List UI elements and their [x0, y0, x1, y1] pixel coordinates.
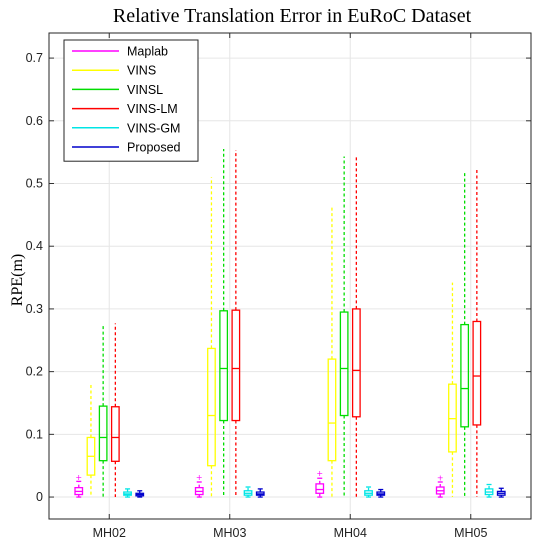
box-proposed-mh03 — [255, 488, 265, 498]
x-tick-label-mh02: MH02 — [93, 526, 126, 540]
y-tick-label: 0.4 — [26, 239, 43, 253]
legend-label-vins-gm: VINS-GM — [127, 121, 180, 135]
box-vinsl-mh03 — [219, 149, 229, 498]
box-vins-lm-mh03 — [231, 150, 241, 498]
y-tick-label: 0.2 — [26, 365, 43, 379]
x-tick-label-mh03: MH03 — [213, 526, 246, 540]
y-tick-label: 0.7 — [26, 51, 43, 65]
legend-label-maplab: Maplab — [127, 45, 168, 59]
plot-area-frame — [48, 32, 532, 520]
box-iqr — [110, 406, 120, 462]
box-vins-mh03 — [207, 177, 216, 498]
y-tick-label: 0.6 — [26, 114, 43, 128]
legend-label-vinsl: VINSL — [127, 83, 163, 97]
box-maplab-mh02: + — [74, 473, 84, 498]
legend-label-proposed: Proposed — [127, 141, 181, 155]
box-iqr — [207, 347, 216, 467]
box-vins-mh05 — [448, 282, 457, 498]
y-axis-label: RPE(m) — [9, 254, 26, 306]
box-maplab-mh04: + — [315, 469, 325, 498]
box-iqr — [327, 358, 337, 462]
box-iqr — [472, 320, 482, 426]
outlier-marker: + — [316, 469, 323, 478]
box-vins-mh04 — [327, 207, 337, 498]
box-maplab-mh05: + — [435, 474, 445, 498]
box-vins-lm-mh04 — [351, 155, 361, 498]
y-tick-label: 0.1 — [26, 427, 43, 441]
box-iqr — [351, 308, 361, 418]
box-proposed-mh05 — [496, 487, 506, 498]
outlier-marker: + — [437, 474, 444, 483]
box-iqr — [460, 323, 470, 428]
legend-label-vins-lm: VINS-LM — [127, 102, 178, 116]
box-vins-gm-mh05 — [484, 483, 494, 498]
x-tick-label-mh05: MH05 — [454, 526, 487, 540]
outlier-marker: + — [75, 473, 82, 482]
chart-title: Relative Translation Error in EuRoC Data… — [113, 5, 472, 27]
box-vins-mh02 — [86, 384, 96, 498]
box-proposed-mh04 — [376, 488, 386, 498]
legend: Maplab VINS VINSL VINS-LM VINS-GM Proposed — [63, 39, 199, 162]
y-tick-label: 0.5 — [26, 177, 43, 191]
box-vinsl-mh02 — [98, 324, 108, 498]
box-vins-gm-mh03 — [243, 486, 253, 498]
box-vins-gm-mh02 — [123, 488, 132, 498]
box-iqr — [315, 483, 325, 494]
box-proposed-mh02 — [135, 490, 145, 498]
axes-layer: 0 0.1 0.2 0.3 0.4 0.5 0.6 0.7 MH02 MH03 MH04 MH05 — [26, 32, 532, 540]
box-vins-gm-mh04 — [364, 486, 373, 498]
legend-label-vins: VINS — [127, 64, 156, 78]
box-vinsl-mh05 — [460, 172, 470, 498]
box-vins-lm-mh02 — [110, 323, 120, 498]
legend-box — [63, 39, 199, 162]
y-tick-label: 0.3 — [26, 302, 43, 316]
box-vinsl-mh04 — [339, 156, 349, 498]
y-tick-label: 0 — [36, 490, 43, 504]
box-maplab-mh03: + — [194, 473, 204, 498]
x-tick-label-mh04: MH04 — [334, 526, 367, 540]
box-layer: + + + + — [74, 149, 506, 498]
box-iqr — [98, 405, 108, 462]
outlier-marker: + — [196, 473, 203, 482]
box-iqr — [339, 311, 349, 417]
box-vins-lm-mh05 — [472, 167, 482, 498]
box-iqr — [219, 310, 229, 422]
box-iqr — [231, 309, 241, 422]
